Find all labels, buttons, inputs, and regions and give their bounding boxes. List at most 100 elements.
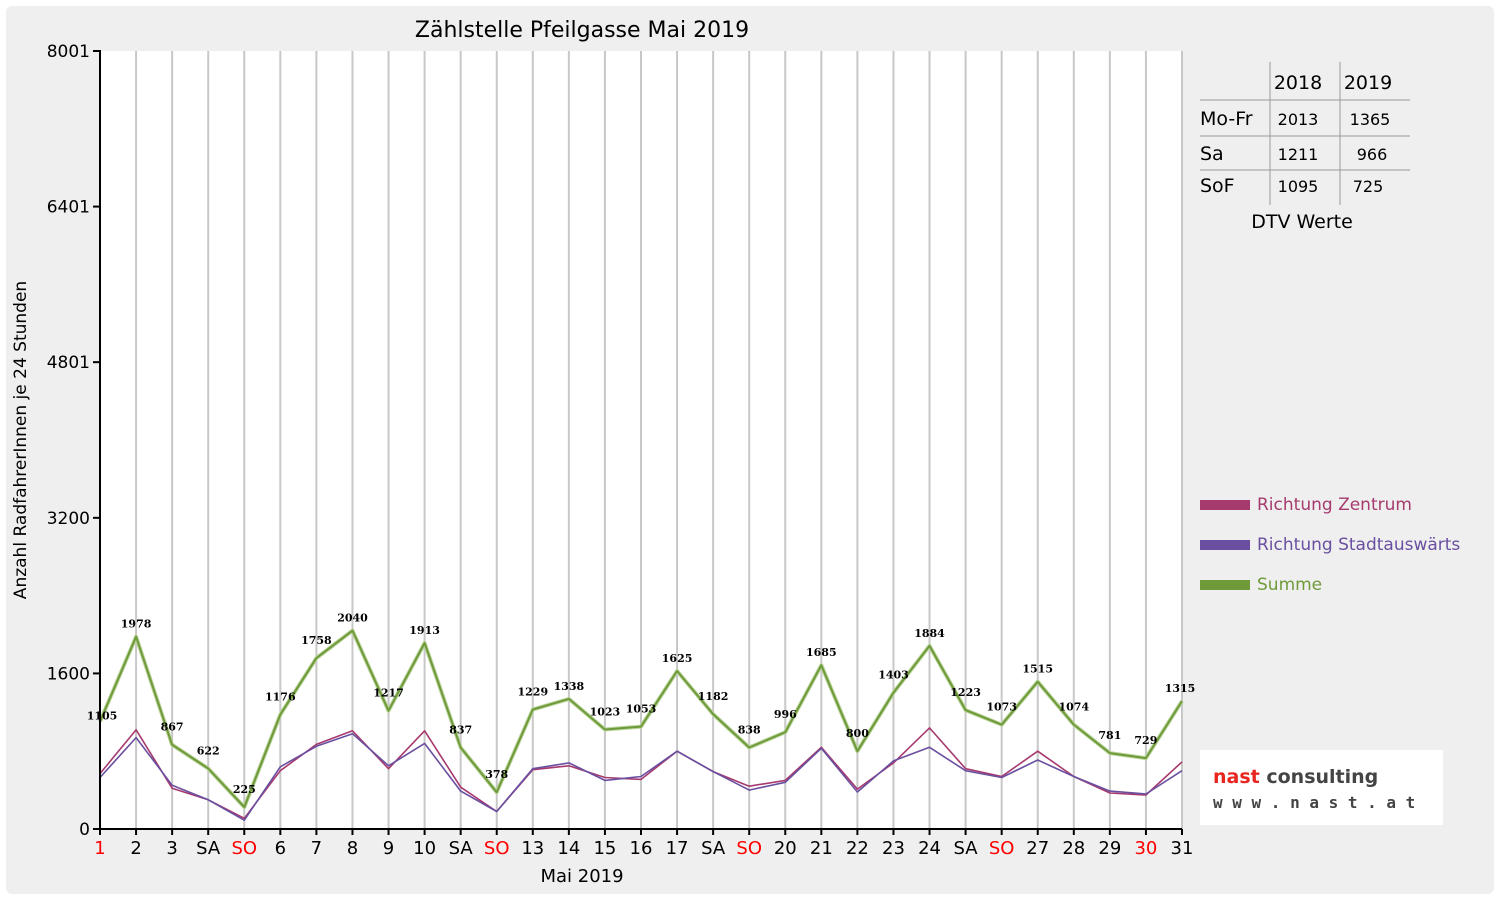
data-label: 1625	[662, 652, 693, 665]
data-label: 1217	[373, 687, 404, 700]
x-tick-label: SA	[196, 838, 221, 859]
x-tick-label: 29	[1098, 838, 1121, 859]
series-line-stadtauswaerts	[99, 732, 1183, 822]
legend-swatch-summe	[1200, 580, 1250, 590]
data-label: 1074	[1058, 701, 1089, 714]
x-tick-label: SA	[701, 838, 726, 859]
data-label: 1023	[590, 706, 621, 719]
table-cell: 966	[1357, 145, 1388, 164]
data-label: 1073	[986, 701, 1017, 714]
data-label: 1403	[878, 669, 909, 682]
x-tick-label: SO	[989, 838, 1015, 859]
x-tick-label: 7	[311, 838, 322, 859]
data-label: 1105	[87, 710, 118, 723]
legend-swatch-stadtauswaerts	[1200, 540, 1250, 550]
data-label: 1182	[698, 690, 729, 703]
grid-layer	[99, 51, 1183, 829]
x-tick-label: 14	[557, 838, 580, 859]
y-tick-label: 3200	[47, 509, 90, 529]
data-label: 1176	[265, 691, 296, 704]
table-row-label: Mo-Fr	[1200, 108, 1253, 130]
x-tick-label: 8	[347, 838, 358, 859]
x-tick-label: 21	[810, 838, 833, 859]
x-tick-label: 3	[166, 838, 177, 859]
y-tick-label: 8001	[47, 42, 90, 62]
logo-wordmark-text-rest: consulting	[1266, 766, 1378, 788]
y-axis-label: Anzahl RadfahrerInnen je 24 Stunden	[11, 281, 31, 599]
nast-consulting-logo: nast consulting w w w . n a s t . a t	[1200, 750, 1443, 825]
logo-wordmark-text: nast	[1213, 766, 1266, 788]
x-tick-label: 20	[774, 838, 797, 859]
x-tick-label: 1	[94, 838, 105, 859]
table-row-label: Sa	[1200, 143, 1224, 165]
x-tick-label: 13	[521, 838, 544, 859]
legend-swatch-zentrum	[1200, 500, 1250, 510]
series-line-summe	[99, 629, 1183, 809]
x-tick-label: SO	[484, 838, 510, 859]
data-label: 1758	[301, 634, 332, 647]
x-tick-label: 30	[1134, 838, 1157, 859]
data-label: 1978	[121, 618, 152, 631]
table-cell: 1211	[1278, 145, 1319, 164]
y-tick-label: 4801	[47, 353, 90, 373]
table-cell: 1095	[1278, 177, 1319, 196]
data-label: 837	[449, 724, 472, 737]
data-label: 800	[846, 727, 869, 740]
x-tick-label: SA	[954, 838, 979, 859]
data-label: 1515	[1022, 663, 1053, 676]
data-label: 1315	[1165, 682, 1196, 695]
logo-wordmark: nast consulting	[1213, 766, 1378, 788]
x-tick-label: SO	[231, 838, 257, 859]
data-label: 1338	[554, 680, 585, 693]
table-header-2018: 2018	[1274, 72, 1322, 94]
data-label-layer: 1105 1978 867 622 225 1176 1758 2040 1217 1913 837…	[87, 612, 1196, 797]
data-label: 996	[774, 708, 797, 721]
x-tick-label: SA	[449, 838, 474, 859]
x-tick-label: 2	[130, 838, 141, 859]
data-label: 1884	[914, 627, 945, 640]
data-label: 1053	[626, 703, 657, 716]
x-tick-label: 17	[666, 838, 689, 859]
data-label: 781	[1098, 729, 1121, 742]
x-tick-label: 10	[413, 838, 436, 859]
y-tick-label: 1600	[47, 664, 90, 684]
data-label: 2040	[337, 612, 368, 625]
data-label: 867	[161, 721, 184, 734]
dtv-table: 2018 2019 Mo-Fr 2013 1365 Sa 1211 966 So…	[1200, 62, 1410, 233]
data-label: 1913	[409, 624, 440, 637]
x-tick-label: 31	[1171, 838, 1194, 859]
y-tick-label: 6401	[47, 198, 90, 218]
table-cell: 1365	[1350, 110, 1391, 129]
data-label: 1223	[950, 686, 981, 699]
logo-background	[1200, 750, 1443, 825]
data-label: 378	[485, 768, 508, 781]
table-row-label: SoF	[1200, 175, 1235, 197]
x-tick-label: 27	[1026, 838, 1049, 859]
table-header-2019: 2019	[1344, 72, 1392, 94]
data-label: 1685	[806, 646, 837, 659]
table-cell: 2013	[1278, 110, 1319, 129]
data-label: 1229	[517, 686, 548, 699]
x-tick-label: SO	[736, 838, 762, 859]
x-axis-label: Mai 2019	[540, 866, 623, 887]
chart-title: Zählstelle Pfeilgasse Mai 2019	[415, 18, 749, 43]
x-tick-label: 22	[846, 838, 869, 859]
series-layer	[98, 628, 1184, 822]
x-tick-label: 9	[383, 838, 394, 859]
data-label: 622	[197, 745, 220, 758]
x-tick-label: 24	[918, 838, 941, 859]
table-caption: DTV Werte	[1251, 211, 1353, 233]
x-tick-label: 16	[630, 838, 653, 859]
x-tick-label: 6	[275, 838, 286, 859]
x-tick-label: 28	[1062, 838, 1085, 859]
legend-label-summe: Summe	[1257, 575, 1322, 595]
legend-label-stadtauswaerts: Richtung Stadtauswärts	[1257, 535, 1460, 555]
logo-url: w w w . n a s t . a t	[1213, 793, 1415, 812]
y-tick-label: 0	[79, 820, 90, 840]
data-label: 225	[233, 783, 256, 796]
x-tick-label: 23	[882, 838, 905, 859]
legend: Richtung Zentrum Richtung Stadtauswärts …	[1200, 495, 1460, 595]
table-cell: 725	[1353, 177, 1384, 196]
